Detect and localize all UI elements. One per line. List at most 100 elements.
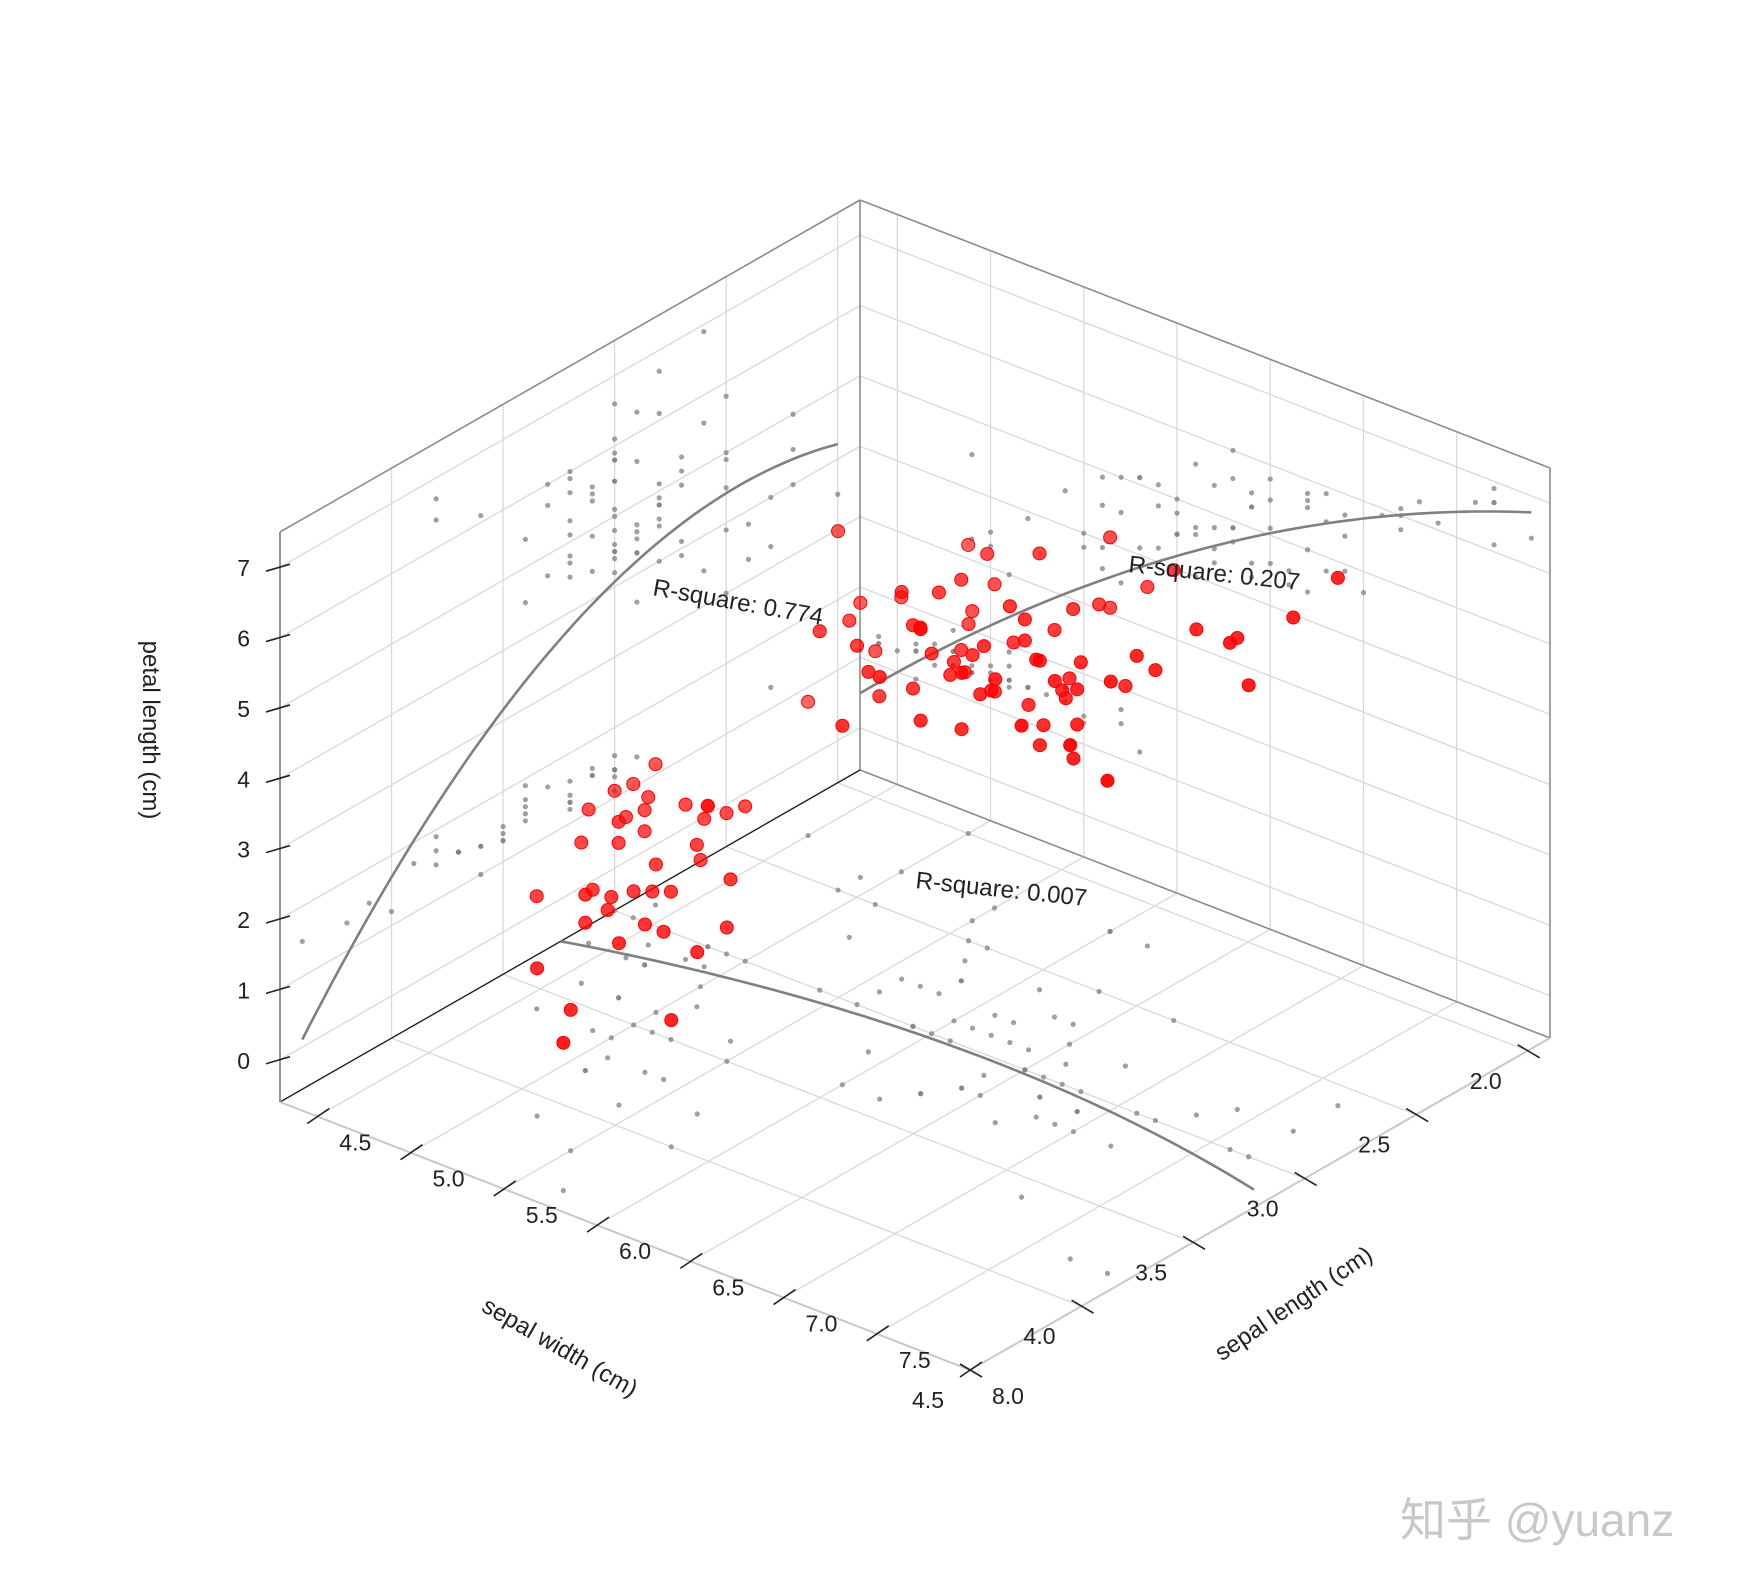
projection-yz <box>634 550 640 556</box>
z-tick-label: 6 <box>237 626 250 652</box>
x-tick <box>586 1216 610 1233</box>
projection-yz <box>612 457 618 463</box>
projection-xz <box>1472 499 1479 505</box>
gridline-y-floor <box>502 973 1194 1243</box>
pane-edge <box>279 199 861 533</box>
projection-yz <box>790 411 796 417</box>
data-point <box>637 824 652 839</box>
data-point <box>965 648 980 663</box>
x-tick <box>773 1288 796 1306</box>
projection-yz <box>723 456 729 463</box>
data-point <box>1036 718 1051 733</box>
watermark: 知乎 @yuanz <box>1400 1494 1674 1546</box>
projection-yz <box>612 436 618 442</box>
data-point <box>1070 682 1085 697</box>
x-tick-label: 4.5 <box>339 1129 371 1155</box>
projection-yz <box>433 862 439 868</box>
data-point <box>1032 546 1047 561</box>
data-point <box>1140 580 1155 595</box>
projection-xy <box>988 1032 994 1038</box>
projection-xz <box>1230 475 1236 482</box>
projection-yz <box>478 843 484 849</box>
projection-xz <box>1398 527 1404 533</box>
projection-yz <box>567 778 573 784</box>
projection-xz <box>1360 590 1367 596</box>
axis-edges <box>279 199 1551 1371</box>
tick-marks: 4.5 5.0 5.5 6.0 6.5 7.0 7.5 8.0 2.0 2.5 3.0 3.5 4.0 4… <box>237 555 1541 1413</box>
data-point <box>556 1035 571 1050</box>
z-tick-label: 1 <box>237 977 250 1003</box>
projection-yz <box>723 485 729 491</box>
projection-xy <box>586 940 592 946</box>
data-point <box>1055 683 1070 698</box>
gridline-x-floor <box>876 1001 1458 1335</box>
z-tick <box>265 915 291 924</box>
projection-xz <box>1286 568 1292 574</box>
projection-xy <box>608 1035 614 1041</box>
data-point <box>1066 602 1081 617</box>
x-tick <box>400 1144 423 1161</box>
data-point <box>812 624 827 639</box>
projection-xy <box>1108 1143 1114 1149</box>
projection-xy <box>977 1092 983 1098</box>
y-tick <box>1294 1171 1318 1187</box>
projection-xy <box>578 980 584 986</box>
data-point <box>946 654 961 669</box>
projection-yz <box>745 521 752 527</box>
projection-xy <box>727 1038 734 1044</box>
data-point <box>581 802 596 817</box>
data-point <box>678 797 693 812</box>
projection-yz <box>678 482 685 488</box>
projection-xz <box>1435 520 1441 526</box>
projection-yz <box>567 799 573 805</box>
projection-xy <box>641 962 648 968</box>
projection-xy <box>645 942 651 948</box>
projection-yz <box>612 401 618 407</box>
projection-yz <box>701 568 707 574</box>
projection-xz <box>1137 545 1143 551</box>
gridline-z-right <box>859 304 1551 575</box>
projection-xy <box>1078 1088 1084 1095</box>
data-point <box>578 915 593 930</box>
projection-xy <box>936 990 942 997</box>
projection-yz <box>634 522 640 528</box>
gridline-y-floor <box>837 782 1528 1052</box>
projection-xy <box>899 976 905 982</box>
projection-xz <box>1211 525 1217 531</box>
projection-xy <box>631 1022 637 1028</box>
y-tick-label: 3.5 <box>1135 1259 1167 1285</box>
projection-yz <box>589 498 595 504</box>
projection-yz <box>522 797 528 803</box>
data-point <box>1330 570 1345 585</box>
projection-xz <box>969 451 975 458</box>
projection-xy <box>1070 1128 1077 1135</box>
data-point <box>1073 655 1088 670</box>
projection-xz <box>969 663 975 669</box>
projection-xz <box>1416 499 1423 505</box>
data-point <box>719 920 734 935</box>
projection-yz <box>522 783 528 789</box>
data-point <box>1092 597 1107 612</box>
projection-xz <box>987 529 994 535</box>
projection-xy <box>898 869 904 875</box>
gridline-z-right <box>859 234 1551 504</box>
pane-xz <box>860 200 1550 1038</box>
x-tick-label: 5.0 <box>433 1166 465 1192</box>
projection-xz <box>1267 560 1273 567</box>
projection-xz <box>1304 504 1311 511</box>
projection-yz <box>366 900 372 906</box>
projection-yz <box>701 420 707 426</box>
projection-xy <box>835 887 841 893</box>
y-tick <box>1071 1299 1094 1314</box>
projection-yz <box>500 830 506 837</box>
projection-xz <box>1193 461 1199 467</box>
data-point <box>1223 635 1238 650</box>
y-tick <box>1405 1107 1429 1123</box>
x-tick <box>306 1107 330 1125</box>
projection-yz <box>433 848 439 854</box>
data-point <box>611 814 626 829</box>
projection-yz <box>656 495 662 501</box>
projection-xy <box>1096 988 1102 995</box>
projection-xy <box>805 832 811 839</box>
x-tick-label: 5.5 <box>526 1202 558 1228</box>
